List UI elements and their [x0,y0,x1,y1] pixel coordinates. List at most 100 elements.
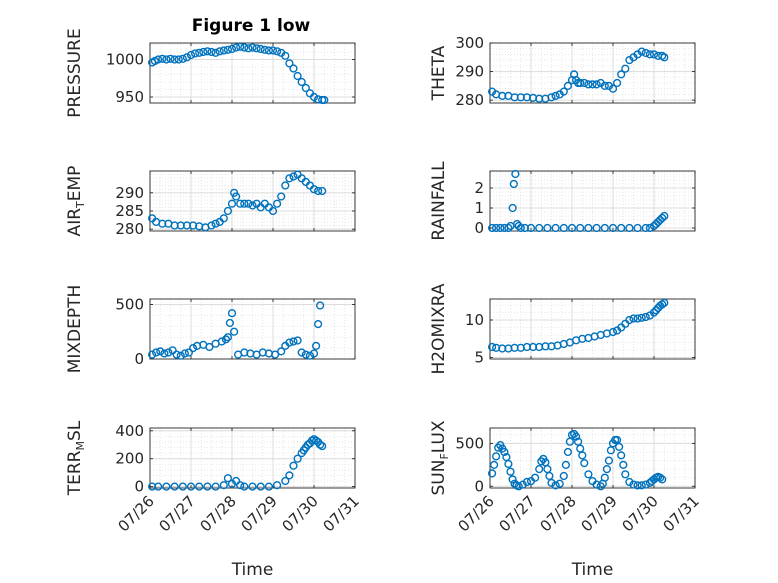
data-point [158,219,167,228]
data-point [535,223,544,233]
data-point [576,223,585,233]
data-point [637,313,646,322]
data-point [172,350,181,359]
data-point [244,44,253,53]
data-point [617,451,626,460]
data-point [154,55,163,64]
data-point [176,351,185,360]
data-point [633,314,642,323]
data-point [492,452,501,461]
data-point [221,335,231,344]
data-point [649,50,659,59]
data-point [252,44,261,53]
data-point [318,442,327,451]
data-point [240,43,249,52]
y-tick-label: 10 [465,311,484,329]
x-axis-label: Time [231,560,274,580]
data-point [641,223,650,233]
data-point [637,481,646,490]
data-point [285,338,294,347]
y-axis-label: H2OMIXRA [429,283,449,374]
y-tick-label: 0 [474,219,484,237]
y-tick-label: 200 [115,450,144,468]
data-point [273,47,282,56]
data-point [617,70,626,79]
data-point [625,477,634,487]
data-point [314,320,323,329]
data-point [301,350,310,359]
data-point [268,206,278,216]
data-point [297,348,306,357]
data-point [508,475,517,484]
data-point [309,185,319,194]
data-point [508,203,517,213]
data-point [289,337,298,346]
data-point [567,223,577,233]
y-axis-label: MIXDEPTH [65,285,85,374]
data-point [236,481,245,490]
data-point [608,84,618,93]
data-point [584,470,593,479]
data-point [629,480,638,489]
data-point [621,470,630,479]
data-point [649,308,659,317]
data-point [625,223,634,233]
data-point [559,471,568,481]
axes-box [149,170,356,232]
data-point [248,482,257,491]
data-point [608,327,618,337]
data-point [156,347,165,356]
data-point [268,46,278,55]
data-point [281,476,290,486]
data-point [236,199,245,208]
data-point [289,461,298,470]
data-point [227,199,237,208]
data-point [320,95,329,105]
data-point [660,53,669,62]
axes-box [149,427,356,489]
axes-box [489,170,696,232]
data-point [297,77,306,87]
data-point [535,465,544,474]
data-point [316,301,325,310]
data-point [488,223,497,233]
data-point [645,50,655,59]
y-axis-label: PRESSURE [65,28,85,117]
y-tick-label: 5 [474,349,484,367]
data-point [580,459,589,468]
data-point [580,78,589,88]
data-point [240,482,249,491]
data-point [641,48,650,58]
data-point [271,350,280,359]
data-point [164,348,173,357]
data-point [225,318,235,328]
axes-box [489,427,696,489]
data-point [219,214,228,223]
y-tick-label: 290 [455,63,484,81]
data-point [223,206,233,216]
data-point [205,342,214,352]
data-point [264,482,274,491]
data-point [227,44,237,54]
data-point [488,469,497,478]
data-point [309,349,319,358]
data-point [236,42,245,51]
data-point [614,442,624,452]
data-point [510,479,519,488]
data-point [170,55,179,64]
data-point [600,473,609,482]
y-tick-label: 0 [134,478,144,496]
data-point [645,223,655,233]
data-point [215,47,224,56]
y-axis-label: AIRTEMP [65,166,87,237]
data-point [186,50,196,60]
data-point [584,223,593,233]
y-tick-label: 290 [115,184,144,202]
data-point [277,347,286,356]
data-point [223,333,233,342]
data-point [504,223,513,233]
data-point [168,346,177,355]
data-point [301,83,310,93]
subplot-2: 280 290 300 THETA [429,34,696,109]
